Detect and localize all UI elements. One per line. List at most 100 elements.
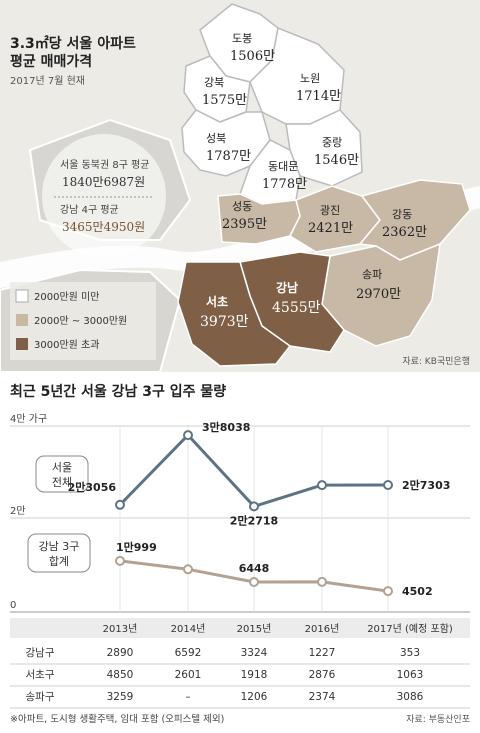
data-label-seoul: 2만7303: [402, 478, 450, 492]
legend-label-low: 2000만원 미만: [34, 291, 99, 303]
data-point-seoul: [383, 480, 393, 490]
data-point-seoul: [183, 430, 193, 441]
northeast-avg-label: 서울 동북권 8구 평균: [60, 159, 150, 171]
data-point-seoul: [317, 480, 327, 491]
data-label-seoul: 2만2718: [230, 513, 278, 527]
price-map-panel: 3.3㎡당 서울 아파트 평균 매매가격 2017년 7월 현재 서울 동북권 …: [0, 0, 480, 373]
data-label-seoul: 3만8038: [202, 420, 250, 434]
series-label-gangnam-line2: 합계: [49, 555, 69, 568]
district-shape-seocho: [177, 261, 292, 367]
table-row-label: 강남구: [26, 647, 55, 659]
table-header-cell: 2014년: [171, 623, 206, 635]
supply-source: 자료: 부동산인포: [406, 714, 470, 725]
table-cell: 1918: [241, 669, 268, 681]
comparison-circle: [42, 134, 166, 258]
supply-panel: 최근 5년간 서울 강남 3구 입주 물량 4만 가구 2만 0 서울 전체 강…: [0, 372, 480, 729]
district-name-gangdong: 강동: [392, 208, 412, 221]
table-cell: 2876: [309, 669, 336, 681]
district-value-gwangjin: 2421만: [308, 221, 353, 236]
district-value-nowon: 1714만: [296, 89, 341, 104]
district-value-seongbuk: 1787만: [206, 149, 251, 164]
table-row-label: 송파구: [26, 691, 55, 703]
data-label-gangnam: 6448: [239, 562, 270, 575]
district-name-gangbuk: 강북: [204, 76, 224, 89]
table-cell: 4850: [107, 669, 134, 681]
table-cell: 6592: [175, 647, 202, 659]
legend-swatch-mid: [16, 314, 28, 326]
district-name-dongdaemun: 동대문: [268, 160, 298, 173]
y-zero-label: 0: [10, 600, 16, 611]
table-cell: 1206: [241, 691, 268, 703]
series-label-box-gangnam: [27, 533, 91, 573]
supply-footnote: ※아파트, 도시형 생활주택, 임대 포함 (오피스텔 제외): [10, 713, 224, 725]
series-label-box-seoul: [35, 455, 89, 493]
table-cell: 2374: [309, 691, 336, 703]
table-header-cell: 2016년: [305, 623, 340, 635]
district-name-nowon: 노원: [300, 72, 320, 85]
district-name-gwangjin: 광진: [320, 204, 340, 217]
table-cell: 3086: [397, 691, 424, 703]
map-source: 자료: KB국민은행: [402, 355, 470, 367]
data-point-gangnam: [115, 555, 125, 566]
district-value-dobong: 1506만: [230, 49, 275, 64]
table-cell: 2601: [175, 669, 202, 681]
table-cell: 2890: [107, 647, 134, 659]
table-cell: –: [185, 691, 190, 703]
district-name-seocho: 서초: [206, 294, 228, 309]
district-name-seongdong: 성동: [232, 200, 252, 213]
table-header-cell: 2017년 (예정 포함): [367, 623, 453, 635]
district-name-dobong: 도봉: [232, 32, 252, 45]
table-header-bg: [10, 618, 470, 638]
table-cell: 3259: [107, 691, 134, 703]
district-value-gangbuk: 1575만: [202, 93, 247, 108]
map-legend: 2000만원 미만 2000만 ~ 3000만원 3000만원 초과: [10, 282, 156, 360]
district-value-gangdong: 2362만: [382, 225, 427, 240]
data-point-gangnam: [317, 576, 327, 587]
table-header-cell: 2015년: [237, 623, 272, 635]
supply-chart: 최근 5년간 서울 강남 3구 입주 물량 4만 가구 2만 0 서울 전체 강…: [10, 383, 470, 725]
data-table: 2013년 2014년 2015년 2016년 2017년 (예정 포함) 강남구 2890…: [10, 623, 470, 709]
series-label-seoul-line1: 서울: [52, 461, 72, 474]
district-name-songpa: 송파: [362, 268, 382, 281]
data-label-gangnam: 1만999: [116, 540, 157, 554]
seoul-map: 3.3㎡당 서울 아파트 평균 매매가격 2017년 7월 현재 서울 동북권 …: [0, 3, 480, 372]
table-cell: 3324: [241, 647, 268, 659]
y-top-label: 4만 가구: [10, 413, 47, 425]
series-label-seoul-line2: 전체: [52, 476, 72, 489]
data-point-gangnam: [183, 564, 193, 575]
district-value-songpa: 2970만: [356, 287, 401, 302]
district-value-seongdong: 2395만: [222, 217, 267, 232]
y-mid-label: 2만: [10, 505, 26, 517]
table-row-label: 서초구: [26, 669, 55, 681]
data-label-seoul: 2만3056: [68, 480, 117, 494]
legend-swatch-low: [15, 289, 29, 303]
gangnam4-avg-value: 3465만4950원: [62, 220, 145, 234]
legend-label-high: 3000만원 초과: [34, 339, 99, 351]
district-name-seongbuk: 성북: [206, 132, 226, 145]
district-value-seocho: 3973만: [200, 314, 249, 330]
series-label-gangnam-line1: 강남 3구: [39, 540, 80, 553]
table-cell: 1063: [397, 669, 424, 681]
supply-title: 최근 5년간 서울 강남 3구 입주 물량: [10, 383, 226, 400]
map-date: 2017년 7월 현재: [10, 75, 85, 87]
data-point-gangnam: [383, 586, 393, 597]
table-cell: 353: [400, 647, 420, 659]
data-label-gangnam: 4502: [402, 585, 433, 598]
northeast-avg-value: 1840만6987원: [62, 175, 145, 189]
data-point-gangnam: [249, 577, 259, 587]
legend-swatch-high: [16, 338, 28, 350]
table-cell: 1227: [309, 647, 336, 659]
district-value-gangnam: 4555만: [272, 300, 321, 316]
table-header-cell: 2013년: [103, 623, 138, 635]
plot-layer: 2만3056 3만8038 2만2718 2만7303 1만999 6448 4502: [68, 420, 450, 612]
district-value-dongdaemun: 1778만: [262, 177, 307, 192]
district-name-jungnang: 중랑: [322, 136, 342, 149]
district-value-jungnang: 1546만: [314, 153, 359, 168]
gangnam4-avg-label: 강남 4구 평균: [60, 204, 119, 216]
map-title-line2: 평균 매매가격: [10, 53, 92, 70]
legend-label-mid: 2000만 ~ 3000만원: [34, 315, 127, 327]
district-name-gangnam: 강남: [276, 280, 298, 295]
district-labels: 도봉 1506만 강북 1575만 노원 1714만 성북 1787만 중랑 1…: [200, 32, 427, 330]
data-point-seoul: [249, 501, 259, 512]
data-point-seoul: [115, 499, 125, 510]
